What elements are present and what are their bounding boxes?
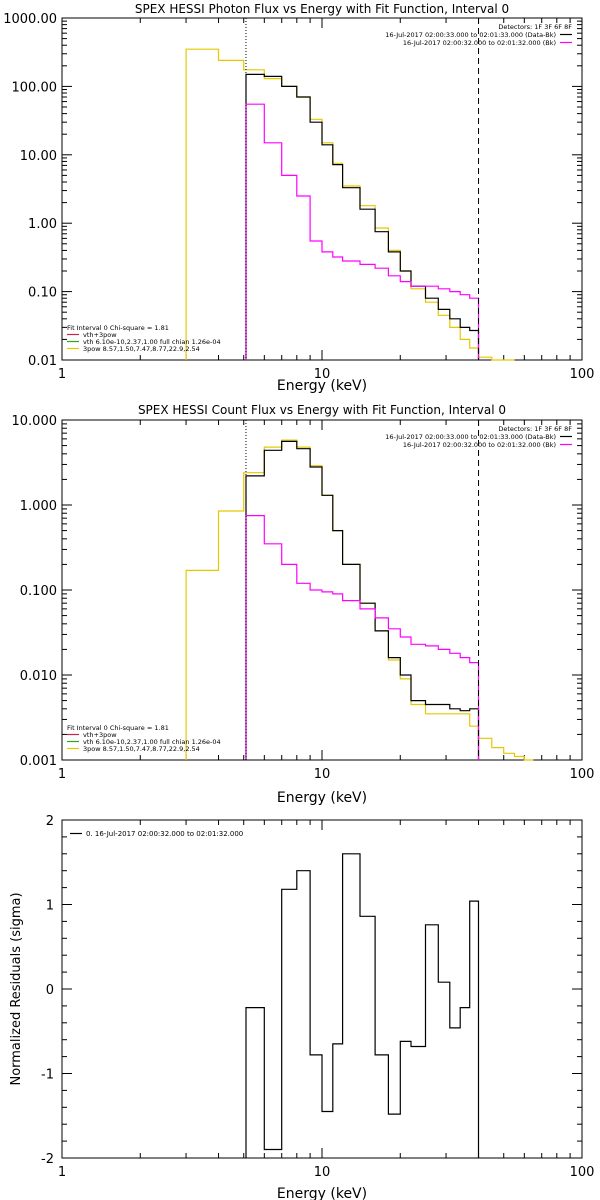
legend-entry: 16-Jul-2017 02:00:32.000 to 02:01:32.000… xyxy=(403,39,556,47)
fit-chi-square-label: Fit Interval 0 Chi-square = 1.81 xyxy=(67,324,169,332)
detectors-label: Detectors: 1F 3F 6F 8F xyxy=(498,425,572,433)
series-vth xyxy=(245,103,480,360)
y-tick-label: 100.00 xyxy=(12,80,58,95)
y-tick-label: 1.00 xyxy=(28,217,57,232)
legend-entry: 16-Jul-2017 02:00:32.000 to 02:01:32.000… xyxy=(403,441,556,449)
fit-chi-square-label: Fit Interval 0 Chi-square = 1.81 xyxy=(67,724,169,732)
series-total xyxy=(245,440,480,760)
x-tick-label: 100 xyxy=(570,1165,595,1180)
y-tick-label: 0.10 xyxy=(28,286,57,301)
y-tick-label: 0.100 xyxy=(20,584,57,599)
series-total xyxy=(245,73,480,360)
y-tick-label: 0.01 xyxy=(28,354,57,369)
y-tick-label: 0 xyxy=(46,983,54,998)
count-flux-title: SPEX HESSI Count Flux vs Energy with Fit… xyxy=(138,403,506,417)
legend-entry: vth+3pow xyxy=(83,731,117,739)
count-flux-xlabel: Energy (keV) xyxy=(277,790,367,806)
residuals-panel: Energy (keV) Normalized Residuals (sigma… xyxy=(9,814,594,1200)
plot-frame xyxy=(61,17,583,361)
x-tick-label: 1 xyxy=(58,367,66,382)
legend-entry: 0. 16-Jul-2017 02:00:32.000 to 02:01:32.… xyxy=(86,830,243,838)
photon-flux-title: SPEX HESSI Photon Flux vs Energy with Fi… xyxy=(135,2,509,16)
x-tick-label: 100 xyxy=(570,767,595,782)
x-tick-label: 10 xyxy=(314,367,331,382)
y-tick-label: 1.000 xyxy=(20,499,57,514)
legend-entry: 16-Jul-2017 02:00:33.000 to 02:01:33.000… xyxy=(385,31,556,39)
legend-entry: 3pow 8.57,1.50,7.47,8.77,22.9,2.54 xyxy=(83,345,200,353)
x-tick-label: 10 xyxy=(314,1165,331,1180)
series-residual xyxy=(245,853,480,1158)
residuals-xlabel: Energy (keV) xyxy=(277,1186,367,1200)
legend-entry: vth 6.10e-10,2.37,1.00 full chian 1.26e-… xyxy=(83,738,221,746)
x-tick-label: 10 xyxy=(314,767,331,782)
y-tick-label: -1 xyxy=(41,1068,54,1083)
series-vth xyxy=(245,515,480,760)
y-tick-label: -2 xyxy=(41,1152,54,1167)
x-tick-label: 1 xyxy=(58,767,66,782)
y-tick-label: 1 xyxy=(46,899,54,914)
y-tick-label: 0.001 xyxy=(20,754,57,769)
legend-entry: vth+3pow xyxy=(83,331,117,339)
photon-flux-panel: SPEX HESSI Photon Flux vs Energy with Fi… xyxy=(3,2,594,394)
legend-entry: 3pow 8.57,1.50,7.47,8.77,22.9,2.54 xyxy=(83,745,200,753)
x-tick-label: 1 xyxy=(58,1165,66,1180)
series-vth_plus_3pow xyxy=(185,48,515,361)
x-tick-label: 100 xyxy=(570,367,595,382)
y-tick-label: 0.010 xyxy=(20,669,57,684)
detectors-label: Detectors: 1F 3F 6F 8F xyxy=(498,23,572,31)
residuals-ylabel: Normalized Residuals (sigma) xyxy=(9,892,24,1085)
y-tick-label: 1000.00 xyxy=(3,12,57,27)
count-flux-panel: SPEX HESSI Count Flux vs Energy with Fit… xyxy=(12,403,595,806)
y-tick-label: 2 xyxy=(46,814,54,829)
legend-entry: vth 6.10e-10,2.37,1.00 full chian 1.26e-… xyxy=(83,338,221,346)
y-tick-label: 10.000 xyxy=(12,414,58,429)
legend-entry: 16-Jul-2017 02:00:33.000 to 02:01:33.000… xyxy=(385,433,556,441)
photon-flux-xlabel: Energy (keV) xyxy=(277,378,367,394)
y-tick-label: 10.00 xyxy=(20,149,57,164)
